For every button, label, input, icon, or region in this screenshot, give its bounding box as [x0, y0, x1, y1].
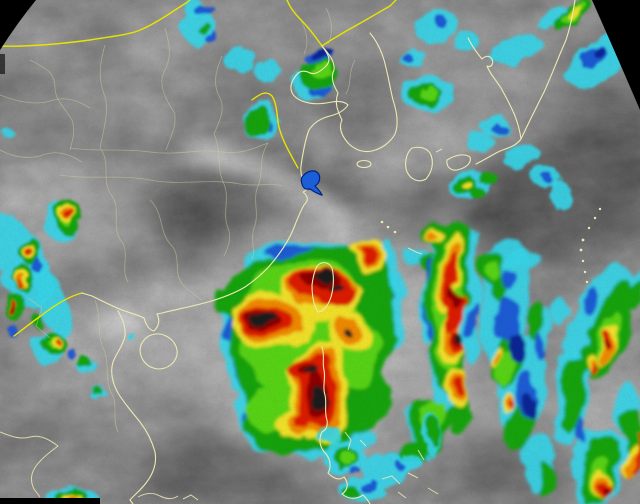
- province-borders-shape: [59, 174, 283, 187]
- coastline-vietnam-shape: [111, 310, 157, 504]
- coastline-japan-shape: [405, 146, 433, 182]
- coastline-china: [81, 45, 349, 332]
- province-borders-shape: [149, 199, 203, 301]
- scan-edge-left-notch: [0, 54, 5, 74]
- national-borders-shape: [321, 0, 397, 47]
- scan-edge-top-left: [0, 0, 36, 50]
- coastline-japan-shape: [467, 37, 522, 165]
- coastline-taiwan: [311, 262, 334, 313]
- province-borders-shape: [161, 27, 176, 151]
- coastline-vietnam-shape: [137, 493, 179, 500]
- ryukyu-islands-shape: [581, 259, 585, 263]
- coastline-vietnam-shape: [0, 431, 59, 447]
- coastline-japan-shape: [520, 0, 576, 140]
- ryukyu-islands-shape: [585, 280, 589, 284]
- coastline-philippines-shape: [359, 439, 367, 447]
- map-overlay: [0, 0, 602, 504]
- scan-edge-bottom-left: [0, 498, 100, 504]
- coastline-korea-shape: [356, 159, 372, 169]
- coastline-philippines-shape: [427, 487, 439, 495]
- ryukyu-islands-shape: [407, 247, 423, 255]
- province-borders-shape: [69, 142, 269, 154]
- ryukyu-islands-shape: [593, 216, 597, 220]
- national-borders-shape: [0, 0, 191, 47]
- coastline-korea: [321, 32, 398, 169]
- coastline-japan-shape: [446, 154, 471, 171]
- coastline-philippines: [319, 346, 439, 504]
- ryukyu-islands-shape: [393, 230, 397, 234]
- coastline-vietnam-shape: [31, 445, 59, 498]
- ryukyu-islands-shape: [598, 207, 602, 211]
- coastline-philippines-shape: [417, 449, 425, 461]
- province-borders: [0, 7, 356, 433]
- taihu-lake-marker-shape: [300, 170, 323, 196]
- ryukyu-islands-shape: [380, 220, 384, 224]
- coastline-vietnam-shape: [182, 494, 199, 501]
- coastline-japan: [405, 0, 576, 182]
- national-borders-shape: [286, 0, 323, 47]
- national-borders-shape: [251, 92, 299, 169]
- coastline-philippines-shape: [381, 475, 401, 485]
- coastline-china-shape: [81, 292, 160, 332]
- province-borders-shape: [213, 55, 223, 135]
- province-borders-shape: [29, 59, 75, 151]
- coastline-japan-shape: [435, 148, 443, 153]
- coastline-hainan: [139, 333, 178, 370]
- ryukyu-islands: [380, 207, 602, 284]
- ryukyu-islands-shape: [386, 225, 390, 229]
- coastline-vietnam: [0, 310, 199, 504]
- ryukyu-islands-shape: [579, 248, 583, 252]
- province-borders-shape: [0, 94, 91, 109]
- ryukyu-islands-shape: [587, 226, 591, 230]
- province-borders-shape: [251, 142, 269, 261]
- province-borders-shape: [0, 149, 83, 163]
- province-borders-shape: [99, 44, 107, 149]
- ryukyu-islands-shape: [581, 238, 585, 242]
- coastline-china-shape: [156, 45, 349, 315]
- province-borders-shape: [94, 299, 119, 433]
- coastline-korea-shape: [321, 32, 398, 153]
- province-borders-shape: [213, 133, 231, 257]
- national-borders-shape: [13, 292, 83, 337]
- national-borders: [0, 0, 397, 337]
- province-borders-shape: [345, 59, 356, 95]
- coastline-philippines-shape: [319, 346, 371, 504]
- coastline-philippines-shape: [344, 431, 352, 451]
- coastline-philippines-shape: [397, 491, 407, 499]
- scan-edge-top-right: [592, 0, 640, 110]
- province-borders-shape: [99, 147, 129, 283]
- coastline-philippines-shape: [407, 472, 419, 479]
- taihu-lake-marker: [300, 170, 323, 196]
- ryukyu-islands-shape: [583, 270, 587, 274]
